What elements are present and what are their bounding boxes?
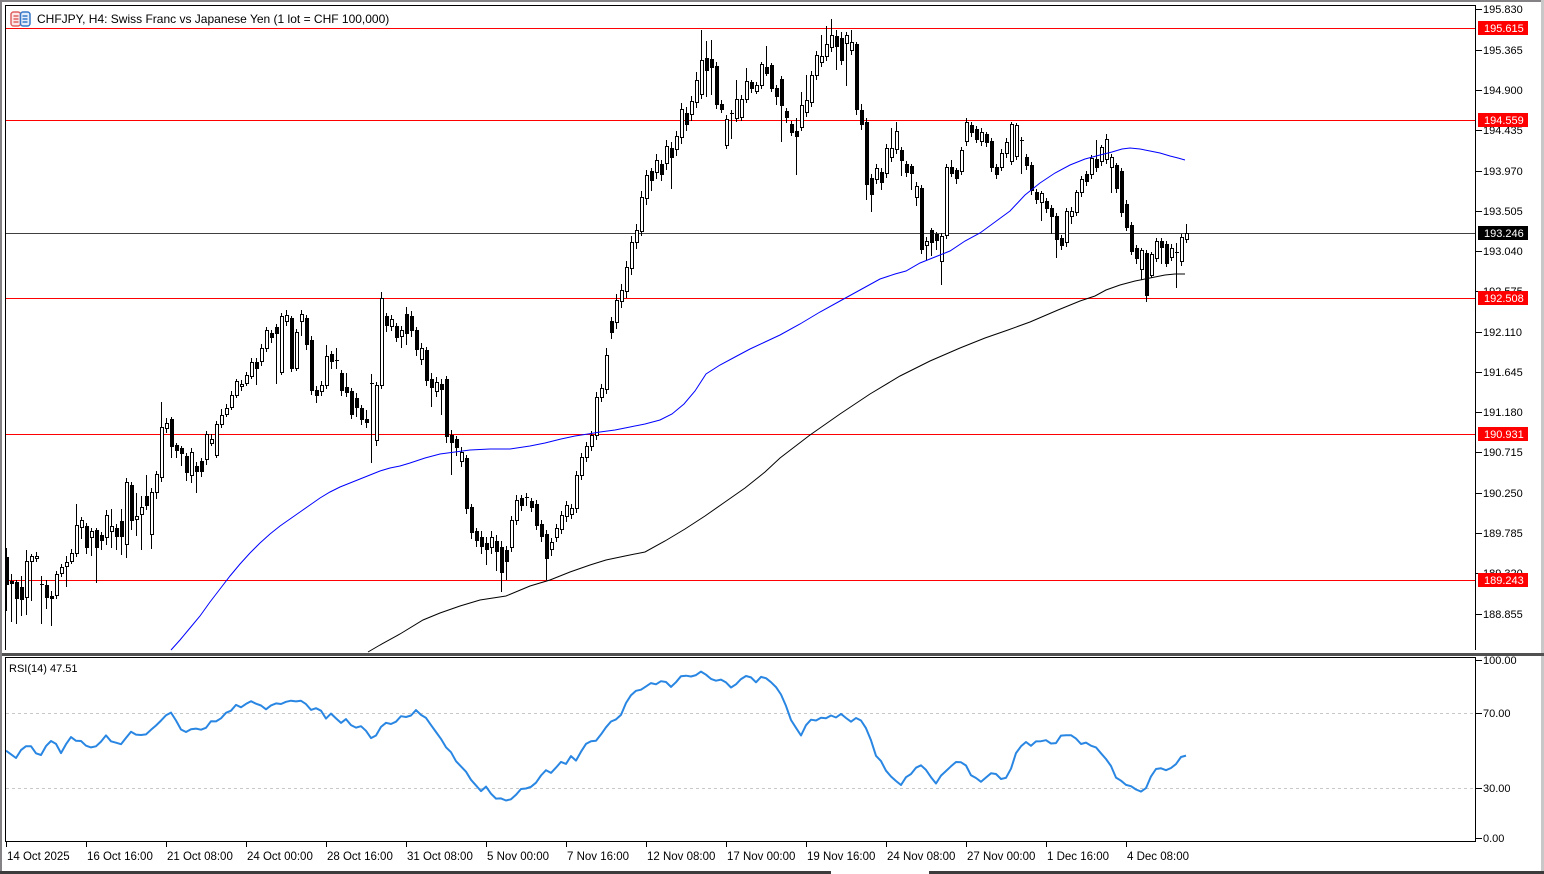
svg-text:190.931: 190.931: [1484, 429, 1524, 441]
svg-text:189.785: 189.785: [1483, 528, 1523, 540]
svg-text:194.900: 194.900: [1483, 85, 1523, 97]
svg-text:4 Dec 08:00: 4 Dec 08:00: [1127, 851, 1189, 863]
svg-text:194.559: 194.559: [1484, 115, 1524, 127]
svg-text:194.435: 194.435: [1483, 125, 1523, 137]
svg-text:195.830: 195.830: [1483, 4, 1523, 16]
svg-text:24 Nov 08:00: 24 Nov 08:00: [887, 851, 955, 863]
svg-text:195.615: 195.615: [1484, 23, 1524, 35]
svg-text:190.715: 190.715: [1483, 447, 1523, 459]
svg-text:1 Dec 16:00: 1 Dec 16:00: [1047, 851, 1109, 863]
svg-text:192.508: 192.508: [1484, 293, 1524, 305]
svg-text:192.110: 192.110: [1483, 327, 1522, 339]
svg-text:31 Oct 08:00: 31 Oct 08:00: [407, 851, 473, 863]
svg-text:7 Nov 16:00: 7 Nov 16:00: [567, 851, 629, 863]
svg-text:27 Nov 00:00: 27 Nov 00:00: [967, 851, 1035, 863]
svg-text:193.505: 193.505: [1483, 206, 1523, 218]
svg-text:21 Oct 08:00: 21 Oct 08:00: [167, 851, 233, 863]
svg-text:100.00: 100.00: [1483, 655, 1517, 667]
svg-text:190.250: 190.250: [1483, 488, 1523, 500]
svg-text:17 Nov 00:00: 17 Nov 00:00: [727, 851, 795, 863]
svg-text:28 Oct 16:00: 28 Oct 16:00: [327, 851, 393, 863]
svg-text:193.970: 193.970: [1483, 166, 1523, 178]
svg-text:16 Oct 16:00: 16 Oct 16:00: [87, 851, 153, 863]
svg-text:19 Nov 16:00: 19 Nov 16:00: [807, 851, 875, 863]
svg-text:189.243: 189.243: [1484, 575, 1524, 587]
svg-text:CHFJPY, H4: Swiss Franc vs Ja: CHFJPY, H4: Swiss Franc vs Japanese Yen …: [37, 12, 389, 26]
svg-text:5 Nov 00:00: 5 Nov 00:00: [487, 851, 549, 863]
svg-text:70.00: 70.00: [1483, 708, 1511, 720]
svg-text:193.040: 193.040: [1483, 246, 1523, 258]
svg-text:12 Nov 08:00: 12 Nov 08:00: [647, 851, 715, 863]
svg-text:195.365: 195.365: [1483, 45, 1523, 57]
svg-text:RSI(14) 47.51: RSI(14) 47.51: [9, 663, 77, 675]
svg-text:0.00: 0.00: [1483, 833, 1504, 845]
svg-text:24 Oct 00:00: 24 Oct 00:00: [247, 851, 313, 863]
svg-text:14 Oct 2025: 14 Oct 2025: [7, 851, 70, 863]
svg-text:188.855: 188.855: [1483, 609, 1523, 621]
svg-text:30.00: 30.00: [1483, 783, 1511, 795]
svg-text:193.246: 193.246: [1484, 228, 1524, 240]
svg-text:191.180: 191.180: [1483, 407, 1523, 419]
svg-text:191.645: 191.645: [1483, 367, 1523, 379]
